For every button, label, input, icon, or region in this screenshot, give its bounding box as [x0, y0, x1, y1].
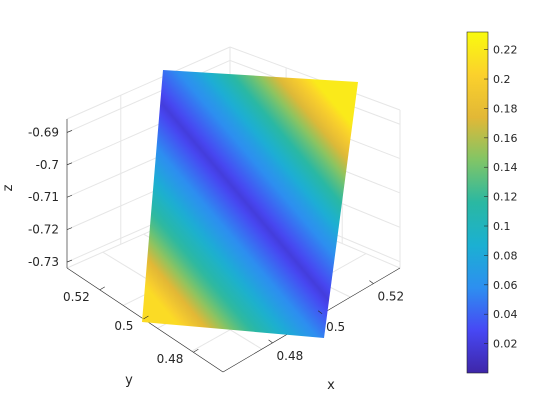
y-tick: [143, 315, 149, 320]
y-axis-label: y: [125, 373, 133, 388]
z-tick: [66, 162, 73, 166]
colorbar-tick-label: 0.14: [493, 161, 518, 174]
z-axis-ticks: -0.69 -0.7 -0.71 -0.72 -0.73: [28, 125, 73, 269]
y-axis-ticks: 0.48 0.5 0.52: [63, 286, 199, 366]
z-tick: [66, 194, 73, 198]
x-tick: [268, 339, 273, 344]
y-tick: [193, 348, 199, 353]
z-tick-label: -0.71: [28, 190, 59, 204]
colorbar-tick-label: 0.22: [493, 44, 518, 57]
colorbar-tick-label: 0.06: [493, 279, 518, 292]
colorbar-tick-label: 0.2: [493, 73, 511, 86]
z-tick-label: -0.7: [36, 158, 59, 172]
colorbar-fill: [466, 31, 489, 374]
x-tick: [369, 280, 374, 284]
colorbar-ticks: 0.02 0.04 0.06 0.08 0.1 0.12 0.14 0.16 0.18 0.2 0.…: [484, 44, 518, 351]
z-axis-label: z: [1, 184, 16, 191]
colorbar-tick-label: 0.16: [493, 132, 518, 145]
axes-3d: -0.69 -0.7 -0.71 -0.72 -0.73 0.48 0.5 0.52 0.4…: [1, 46, 404, 393]
z-tick: [66, 259, 73, 263]
surface-plot: [142, 70, 358, 338]
colorbar-tick-label: 0.18: [493, 102, 518, 115]
x-tick-label: 0.52: [377, 290, 404, 304]
z-tick: [66, 130, 73, 133]
y-tick: [99, 286, 105, 291]
colorbar-tick-label: 0.1: [493, 220, 511, 233]
colorbar-tick-label: 0.02: [493, 338, 518, 351]
colorbar-tick-label: 0.12: [493, 191, 518, 204]
x-tick-label: 0.5: [326, 320, 345, 334]
colorbar: 0.02 0.04 0.06 0.08 0.1 0.12 0.14 0.16 0.18 0.2 0.…: [466, 31, 518, 374]
y-tick-label: 0.48: [157, 352, 184, 366]
z-tick-label: -0.73: [28, 255, 59, 269]
x-tick-label: 0.48: [277, 349, 304, 363]
y-tick-label: 0.5: [114, 319, 133, 333]
grid-line: [66, 59, 231, 133]
y-tick-label: 0.52: [63, 290, 90, 304]
z-tick-label: -0.72: [28, 223, 59, 237]
grid-line: [229, 46, 401, 111]
x-axis-label: x: [327, 378, 335, 393]
colorbar-tick-label: 0.04: [493, 308, 518, 321]
z-tick-label: -0.69: [28, 125, 59, 139]
colorbar-tick-label: 0.08: [493, 249, 518, 262]
x-tick: [317, 310, 323, 315]
x-axis-ticks: 0.48 0.5 0.52: [268, 280, 404, 363]
z-tick: [66, 227, 73, 230]
grid-line: [66, 46, 231, 120]
